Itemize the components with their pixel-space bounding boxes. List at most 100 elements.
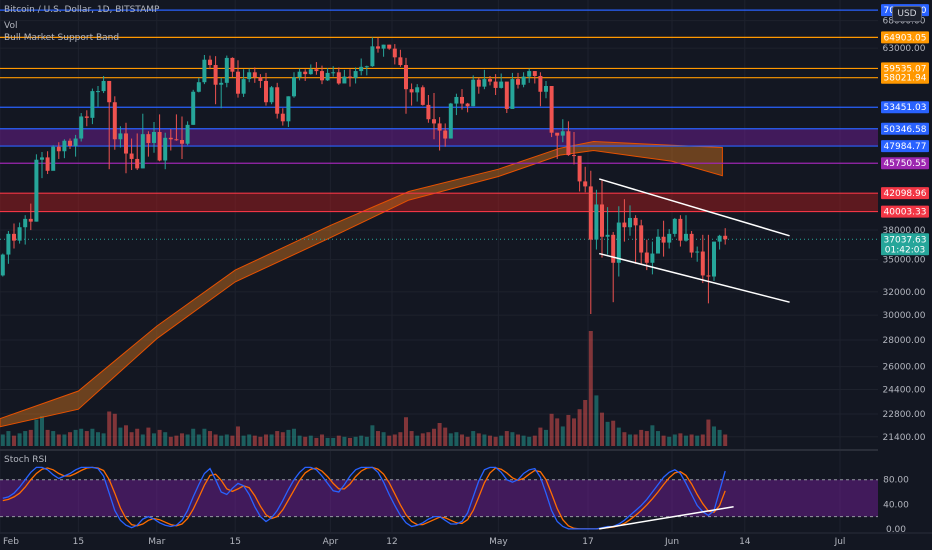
candle-body	[292, 77, 296, 97]
candle-body	[661, 236, 666, 243]
candle-body	[325, 72, 330, 81]
candle-body	[140, 134, 145, 169]
candle-body	[51, 146, 56, 171]
candle-body	[437, 123, 442, 131]
volume-bar	[488, 435, 492, 446]
volume-bar	[96, 432, 100, 446]
volume-bar	[667, 436, 672, 446]
volume-bar	[348, 437, 352, 446]
volume-bar	[605, 421, 610, 446]
volume-bar	[633, 434, 638, 446]
candle-body	[639, 225, 644, 253]
volume-legend: Vol	[4, 21, 18, 31]
current-price-label: 37037.63	[884, 235, 927, 245]
price-tick-label: 32000.00	[883, 288, 926, 298]
volume-bar	[168, 436, 173, 446]
level-label-text: 50346.58	[884, 125, 927, 135]
volume-bar	[521, 435, 526, 446]
candle-body	[101, 80, 106, 92]
candle-body	[174, 139, 179, 141]
volume-bar	[269, 434, 274, 446]
volume-bar	[34, 419, 39, 446]
volume-bar	[381, 432, 386, 446]
candle-body	[600, 204, 604, 237]
candle-body	[650, 253, 655, 263]
volume-bar	[129, 432, 134, 446]
candle-body	[628, 217, 632, 228]
volume-bar	[404, 417, 408, 446]
candle-body	[364, 66, 369, 68]
candle-body	[224, 57, 229, 83]
volume-bar	[482, 434, 487, 446]
candle-body	[644, 252, 649, 263]
candle-body	[146, 134, 151, 143]
candle-body	[684, 233, 688, 241]
volume-bar	[628, 434, 632, 446]
candles	[0, 37, 728, 314]
candle-body	[448, 103, 453, 139]
currency-button[interactable]: USD	[892, 6, 922, 22]
stoch-rsi-axis: 80.00 40.00 0.00	[883, 476, 909, 535]
volume-bar	[359, 435, 364, 446]
candle-body	[532, 71, 537, 76]
candle-body	[376, 46, 380, 49]
volume-bar	[202, 428, 207, 446]
time-axis: Feb 15 Mar 15 Apr 12 May 17 Jun 14 Jul	[3, 537, 845, 547]
candle-body	[191, 91, 196, 125]
price-tick-label: 63000.00	[883, 44, 926, 54]
candle-body	[633, 217, 638, 226]
volume-bar	[493, 436, 498, 446]
horizontal-levels	[0, 9, 878, 213]
volume-bar	[353, 436, 358, 446]
volume-bar	[432, 428, 436, 446]
candle-body	[348, 76, 352, 78]
volume-bar	[644, 431, 649, 446]
candle-body	[23, 218, 28, 228]
volume-bar	[437, 423, 442, 446]
volume-bar	[476, 433, 481, 446]
volume-bar	[387, 435, 392, 446]
volume-bar	[12, 435, 16, 446]
volume-bar	[538, 427, 543, 446]
volume-bar	[588, 331, 593, 446]
level-label-box	[881, 71, 929, 84]
volume-bar	[252, 435, 257, 446]
candle-body	[180, 140, 184, 144]
candle-body	[521, 76, 526, 85]
volume-bar	[560, 426, 565, 446]
candle-body	[667, 233, 672, 243]
volume-bar	[532, 435, 537, 446]
candle-body	[482, 79, 487, 87]
candle-body	[622, 222, 627, 228]
candle-body	[404, 65, 408, 90]
candle-body	[381, 44, 386, 49]
volume-bar	[73, 429, 78, 446]
level-label-box	[881, 140, 929, 153]
candle-body	[286, 96, 291, 122]
volume-bar	[0, 434, 5, 446]
candle-body	[566, 131, 571, 156]
volume-bar	[79, 428, 84, 446]
volume-bar	[639, 429, 644, 446]
price-axis-background	[878, 0, 932, 550]
volume-bar	[661, 435, 666, 446]
candle-body	[583, 181, 588, 187]
candle-body	[297, 71, 302, 78]
candle-body	[320, 71, 324, 81]
candle-body	[611, 234, 616, 263]
candle-body	[392, 48, 397, 58]
volume-bar	[264, 434, 268, 446]
price-tick-label: 30000.00	[883, 311, 926, 321]
trendline	[599, 252, 790, 303]
time-tick-label: 17	[582, 537, 593, 547]
current-price-label-box	[881, 233, 929, 256]
volume-bar	[124, 425, 128, 446]
volume-bar	[504, 431, 509, 446]
volume-bar	[650, 425, 655, 446]
candle-body	[202, 59, 207, 83]
candle-body	[269, 87, 274, 103]
volume-bar	[292, 428, 296, 446]
volume-bar	[364, 436, 369, 446]
volume-bar	[672, 434, 677, 446]
